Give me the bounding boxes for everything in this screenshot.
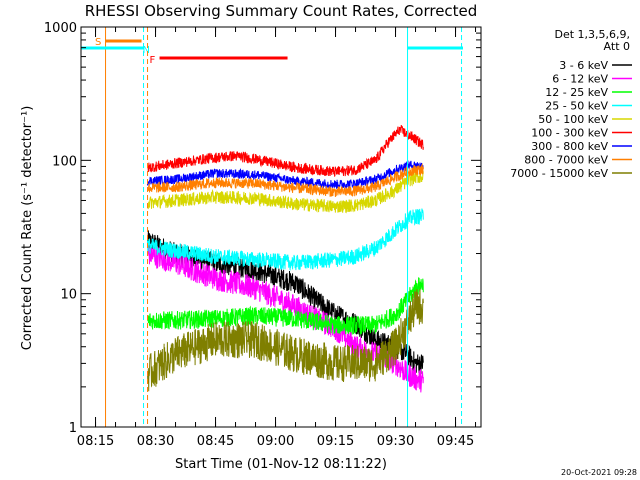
legend-entry: 25 - 50 keV (545, 100, 632, 113)
legend-entry: 800 - 7000 keV (524, 154, 632, 167)
y-tick-label: 100 (52, 154, 77, 169)
series-line (147, 125, 424, 178)
flag-label: S (95, 37, 101, 48)
series-line (147, 208, 424, 271)
legend-label: 50 - 100 keV (538, 113, 608, 126)
y-tick-label: 10 (60, 288, 77, 303)
flag-f: F (150, 55, 288, 66)
series-line (147, 289, 424, 392)
series-line (147, 170, 424, 214)
x-tick-label: 09:45 (437, 434, 474, 449)
legend-entry: 7000 - 15000 keV (510, 167, 632, 180)
y-tick-label: 1 (69, 421, 77, 436)
y-axis-label: Corrected Count Rate (s⁻¹ detector⁻¹) (20, 106, 35, 351)
legend-entry: 12 - 25 keV (545, 86, 632, 99)
legend-label: 3 - 6 keV (559, 59, 608, 72)
x-tick-label: 08:45 (197, 434, 234, 449)
flag-label: F (150, 55, 156, 66)
legend-entry: 6 - 12 keV (552, 73, 632, 86)
legend-label: 800 - 7000 keV (524, 154, 608, 167)
legend-header: Det 1,3,5,6,9, (554, 28, 630, 41)
legend-label: 100 - 300 keV (531, 127, 608, 140)
x-tick-label: 09:00 (257, 434, 294, 449)
series-line (147, 160, 424, 190)
legend-entry: 50 - 100 keV (538, 113, 632, 126)
x-axis-label: Start Time (01-Nov-12 08:11:22) (175, 457, 387, 472)
series-line (147, 243, 424, 393)
series-line (147, 277, 424, 335)
x-tick-label: 09:30 (377, 434, 414, 449)
legend-entry: 300 - 800 keV (531, 140, 632, 153)
vlines-layer (81, 27, 463, 427)
chart-title: RHESSI Observing Summary Count Rates, Co… (85, 2, 478, 20)
series-line (147, 162, 424, 198)
legend-header: Att 0 (604, 40, 630, 53)
axes-layer: 1 10 100 1000 08:15 08:30 08:45 09:00 09:15 09:30… (44, 21, 482, 449)
plot-frame (80, 26, 482, 428)
legend-label: 6 - 12 keV (552, 73, 608, 86)
legend-label: 7000 - 15000 keV (510, 167, 608, 180)
series-layer (147, 125, 424, 393)
legend-entry: 100 - 300 keV (531, 127, 632, 140)
legend-label: 25 - 50 keV (545, 100, 608, 113)
flag-s: S (95, 37, 142, 48)
x-tick-label: 08:30 (137, 434, 174, 449)
x-tick-label: 09:15 (317, 434, 354, 449)
flag-label: N (143, 45, 150, 56)
y-tick-label: 1000 (44, 21, 77, 36)
legend-label: 300 - 800 keV (531, 140, 608, 153)
footer-date: 20-Oct-2021 09:28 (561, 468, 637, 477)
x-tick-label: 08:15 (77, 434, 114, 449)
legend-entry: 3 - 6 keV (559, 59, 632, 72)
legend-label: 12 - 25 keV (545, 86, 608, 99)
